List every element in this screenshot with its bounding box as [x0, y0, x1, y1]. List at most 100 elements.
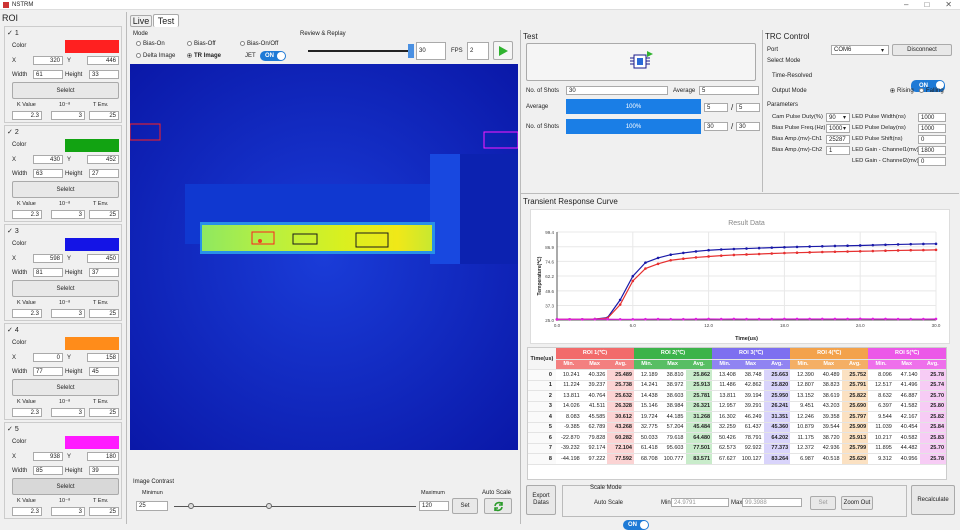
maximize-icon[interactable]: □ — [924, 0, 929, 9]
rising-radio[interactable]: Rising — [890, 88, 914, 94]
roi-width-input[interactable]: 85 — [33, 466, 63, 475]
roi-k-input[interactable]: 2.3 — [12, 309, 42, 318]
roi-k-input[interactable]: 2.3 — [12, 507, 42, 516]
mode-tr-image[interactable]: TR Image — [187, 53, 221, 59]
disconnect-button[interactable]: Disconnect — [892, 44, 952, 56]
recalculate-button[interactable]: Recalculate — [911, 485, 955, 515]
roi-height-input[interactable]: 45 — [89, 367, 119, 376]
contrast-max-input[interactable]: 120 — [419, 501, 449, 511]
roi-tenv-input[interactable]: 25 — [89, 210, 119, 219]
param-right-input[interactable]: 0 — [918, 135, 946, 144]
roi-y-input[interactable]: 446 — [87, 56, 119, 65]
roi-exp-input[interactable]: 3 — [51, 309, 85, 318]
roi-height-input[interactable]: 27 — [89, 169, 119, 178]
roi-exp-input[interactable]: 3 — [51, 111, 85, 120]
roi-number[interactable]: ✓ 4 — [7, 326, 19, 334]
replay-slider-track[interactable] — [308, 50, 412, 52]
falling-radio[interactable]: Falling — [919, 88, 944, 94]
test-run-button[interactable] — [526, 43, 756, 81]
tab-test[interactable]: Test — [153, 14, 179, 27]
roi-y-input[interactable]: 450 — [87, 254, 119, 263]
frame-input[interactable]: 30 — [416, 42, 446, 60]
contrast-set-button[interactable]: Set — [452, 498, 478, 514]
jet-toggle[interactable]: ON — [260, 51, 286, 61]
roi-color-swatch[interactable] — [65, 436, 119, 449]
roi-height-input[interactable]: 37 — [89, 268, 119, 277]
roi-color-swatch[interactable] — [65, 337, 119, 350]
roi-width-input[interactable]: 63 — [33, 169, 63, 178]
play-button[interactable] — [493, 41, 513, 60]
roi-select-button[interactable]: Selelct — [12, 82, 119, 99]
roi-select-button[interactable]: Selelct — [12, 181, 119, 198]
scale-min-input[interactable]: 24.9791 — [671, 498, 729, 507]
fps-input[interactable]: 2 — [467, 42, 489, 60]
roi-select-button[interactable]: Selelct — [12, 379, 119, 396]
roi-width-input[interactable]: 77 — [33, 367, 63, 376]
minimize-icon[interactable]: – — [904, 0, 908, 9]
roi-tenv-input[interactable]: 25 — [89, 111, 119, 120]
roi-exp-input[interactable]: 3 — [51, 210, 85, 219]
contrast-slider-track[interactable] — [174, 506, 416, 507]
roi-tenv-input[interactable]: 25 — [89, 507, 119, 516]
mode-bias-off[interactable]: Bias-Off — [187, 41, 216, 47]
zoom-out-button[interactable]: Zoom Out — [841, 496, 873, 510]
roi-color-swatch[interactable] — [65, 238, 119, 251]
close-icon[interactable]: ✕ — [945, 0, 952, 9]
roi-exp-input[interactable]: 3 — [51, 408, 85, 417]
auto-scale-toggle[interactable]: ON — [623, 520, 649, 530]
roi-y-input[interactable]: 452 — [87, 155, 119, 164]
roi-x-input[interactable]: 938 — [33, 452, 63, 461]
contrast-min-input[interactable]: 25 — [136, 501, 168, 511]
roi-number[interactable]: ✓ 1 — [7, 29, 19, 37]
tab-live[interactable]: Live — [130, 15, 152, 27]
roi-select-button[interactable]: Selelct — [12, 280, 119, 297]
roi-x-input[interactable]: 0 — [33, 353, 63, 362]
param-left-input[interactable]: 25287 — [826, 135, 850, 144]
roi-tenv-input[interactable]: 25 — [89, 309, 119, 318]
roi-x-input[interactable]: 598 — [33, 254, 63, 263]
scale-set-button[interactable]: Set — [810, 496, 836, 510]
roi-y-input[interactable]: 158 — [87, 353, 119, 362]
param-left-input[interactable]: 90▾ — [826, 113, 850, 122]
mode-bias-on[interactable]: Bias-On — [136, 41, 165, 47]
param-right-input[interactable]: 1000 — [918, 113, 946, 122]
roi-select-button[interactable]: Selelct — [12, 478, 119, 495]
contrast-max-thumb[interactable] — [266, 503, 272, 509]
roi-y-input[interactable]: 180 — [87, 452, 119, 461]
param-left-input[interactable]: 1 — [826, 146, 850, 155]
roi-width-input[interactable]: 81 — [33, 268, 63, 277]
roi-width-input[interactable]: 61 — [33, 70, 63, 79]
auto-scale-button[interactable] — [484, 498, 512, 514]
port-select[interactable]: COM6▾ — [831, 45, 889, 55]
roi-x-input[interactable]: 430 — [33, 155, 63, 164]
roi-exp-input[interactable]: 3 — [51, 507, 85, 516]
param-right-input[interactable]: 0 — [918, 157, 946, 166]
roi-number[interactable]: ✓ 3 — [7, 227, 19, 235]
roi-tenv-input[interactable]: 25 — [89, 408, 119, 417]
export-datas-button[interactable]: Export Datas — [526, 485, 556, 515]
mode-delta-image[interactable]: Delta Image — [136, 53, 175, 59]
roi-x-input[interactable]: 320 — [33, 56, 63, 65]
roi-k-input[interactable]: 2.3 — [12, 111, 42, 120]
roi-height-input[interactable]: 39 — [89, 466, 119, 475]
roi-number[interactable]: ✓ 5 — [7, 425, 19, 433]
shots-input[interactable]: 30 — [566, 86, 668, 95]
roi-k-input[interactable]: 2.3 — [12, 408, 42, 417]
data-table[interactable]: Time(us)ROI 1(℃)ROI 2(℃)ROI 3(℃)ROI 4(℃)… — [527, 347, 947, 480]
param-right-input[interactable]: 1000 — [918, 124, 946, 133]
contrast-min-thumb[interactable] — [188, 503, 194, 509]
roi-number[interactable]: ✓ 2 — [7, 128, 19, 136]
roi-color-swatch[interactable] — [65, 40, 119, 53]
roi-k-input[interactable]: 2.3 — [12, 210, 42, 219]
param-left-input[interactable]: 1000▾ — [826, 124, 850, 133]
replay-slider-thumb[interactable] — [408, 44, 414, 58]
scale-max-input[interactable]: 99.3988 — [742, 498, 802, 507]
